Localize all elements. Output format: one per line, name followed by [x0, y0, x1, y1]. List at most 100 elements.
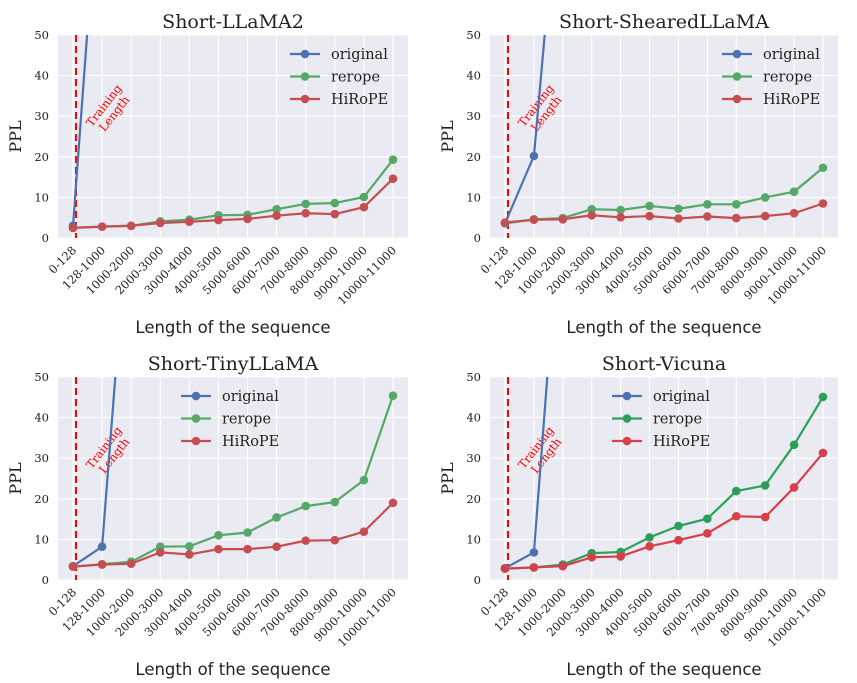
- y-tick-label: 50: [466, 370, 481, 384]
- legend-label: rerope: [763, 70, 812, 86]
- y-axis-label: PPL: [438, 120, 457, 153]
- data-point-rerope: [674, 521, 683, 531]
- data-point-HiRoPE: [272, 542, 281, 552]
- data-point-original: [529, 548, 539, 557]
- data-point-HiRoPE: [126, 559, 136, 569]
- chart-title: Short-TinyLLaMA: [148, 353, 319, 375]
- data-point-HiRoPE: [674, 214, 683, 223]
- data-point-HiRoPE: [97, 222, 107, 231]
- y-tick-label: 0: [42, 573, 49, 587]
- x-axis-label: Length of the sequence: [566, 660, 761, 679]
- data-point-HiRoPE: [272, 211, 281, 220]
- data-point-HiRoPE: [68, 562, 78, 571]
- legend-marker-rerope: [732, 72, 742, 81]
- data-point-HiRoPE: [529, 563, 539, 572]
- data-point-rerope: [789, 187, 799, 197]
- data-point-HiRoPE: [616, 552, 625, 561]
- data-point-rerope: [587, 204, 597, 214]
- legend-marker-original: [622, 391, 632, 401]
- y-axis-label: PPL: [6, 120, 25, 153]
- data-point-HiRoPE: [703, 529, 712, 538]
- data-point-rerope: [645, 533, 654, 542]
- plot-area: [58, 377, 408, 580]
- data-point-HiRoPE: [818, 448, 828, 458]
- data-point-rerope: [703, 514, 712, 523]
- legend-marker-original: [191, 391, 201, 401]
- x-axis-label: Length of the sequence: [135, 318, 330, 337]
- legend-label: HiRoPE: [331, 92, 388, 108]
- legend: original rerope HiRoPE: [612, 389, 710, 450]
- y-tick-label: 0: [474, 573, 481, 587]
- series-group: [500, 377, 828, 573]
- y-tick-label: 10: [466, 190, 481, 204]
- plot-area: [490, 377, 838, 580]
- y-tick-label: 20: [34, 492, 49, 506]
- series-line-HiRoPE: [72, 502, 394, 568]
- y-axis-label: PPL: [438, 462, 457, 495]
- data-point-HiRoPE: [301, 208, 311, 218]
- data-point-HiRoPE: [529, 215, 539, 225]
- legend-marker-original: [300, 49, 310, 59]
- legend-marker-rerope: [191, 414, 201, 423]
- data-point-rerope: [301, 501, 311, 511]
- y-tick-label: 50: [34, 28, 49, 42]
- series-line-HiRoPE: [72, 177, 394, 229]
- y-tick-label: 0: [42, 231, 49, 245]
- data-point-HiRoPE: [818, 199, 828, 208]
- x-axis-label: Length of the sequence: [566, 318, 761, 337]
- y-tick-label: 40: [34, 411, 49, 425]
- series-line-original: [71, 35, 89, 226]
- y-tick-label: 30: [466, 109, 481, 123]
- y-tick-label: 0: [474, 231, 481, 245]
- data-point-rerope: [359, 192, 369, 202]
- legend-label: original: [331, 47, 388, 63]
- data-point-HiRoPE: [214, 215, 223, 225]
- y-tick-label: 30: [466, 451, 481, 465]
- data-point-HiRoPE: [645, 542, 654, 551]
- legend-label: HiRoPE: [763, 92, 820, 108]
- data-point-HiRoPE: [185, 217, 194, 227]
- data-point-rerope: [388, 155, 398, 164]
- data-point-HiRoPE: [558, 561, 568, 571]
- legend-label: original: [222, 389, 279, 405]
- series-line-rerope: [504, 396, 824, 570]
- data-point-rerope: [674, 204, 683, 214]
- data-point-HiRoPE: [558, 215, 568, 224]
- data-point-rerope: [731, 200, 741, 209]
- chart-title: Short-Vicuna: [602, 353, 726, 375]
- legend-marker-HiRoPE: [191, 436, 201, 446]
- data-point-HiRoPE: [789, 483, 799, 492]
- data-point-HiRoPE: [674, 535, 683, 545]
- data-point-rerope: [703, 200, 712, 209]
- data-point-HiRoPE: [587, 552, 597, 562]
- data-point-HiRoPE: [243, 214, 252, 224]
- x-axis-label: Length of the sequence: [135, 660, 330, 679]
- data-point-rerope: [760, 481, 770, 490]
- legend: original rerope HiRoPE: [290, 47, 388, 108]
- y-tick-label: 20: [34, 150, 49, 164]
- series-line-rerope: [72, 395, 395, 568]
- y-tick-label: 20: [466, 150, 481, 164]
- data-point-HiRoPE: [126, 221, 136, 231]
- data-point-rerope: [789, 440, 799, 450]
- data-point-HiRoPE: [760, 211, 770, 221]
- y-tick-label: 30: [34, 109, 49, 123]
- data-point-HiRoPE: [645, 211, 654, 221]
- data-point-original: [529, 151, 539, 161]
- legend-marker-HiRoPE: [732, 94, 742, 104]
- legend-label: rerope: [331, 70, 380, 86]
- y-tick-label: 40: [466, 69, 481, 83]
- y-tick-label: 10: [34, 190, 49, 204]
- y-tick-label: 40: [466, 411, 481, 425]
- legend-marker-HiRoPE: [300, 94, 310, 104]
- series-line-HiRoPE: [504, 202, 824, 224]
- data-point-HiRoPE: [500, 218, 510, 227]
- data-point-HiRoPE: [388, 174, 398, 184]
- data-point-HiRoPE: [703, 212, 712, 221]
- legend-label: rerope: [222, 412, 271, 428]
- y-tick-label: 20: [466, 492, 481, 506]
- plot-area: [58, 35, 408, 238]
- data-point-HiRoPE: [155, 548, 165, 557]
- data-point-HiRoPE: [68, 223, 78, 233]
- data-point-HiRoPE: [616, 212, 625, 222]
